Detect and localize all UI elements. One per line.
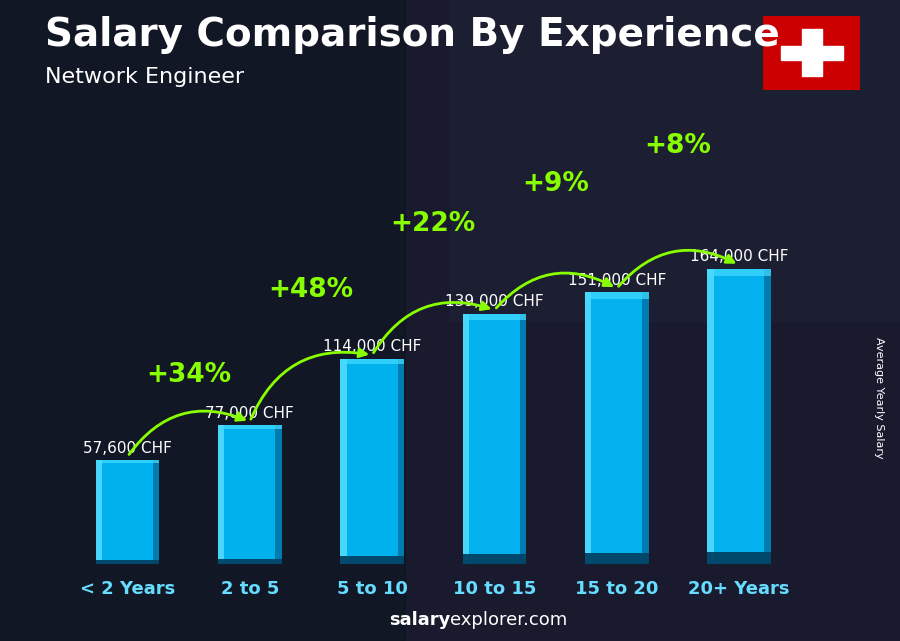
Bar <box>764 269 771 564</box>
Bar <box>340 359 346 564</box>
Bar <box>585 292 591 564</box>
Text: +48%: +48% <box>268 277 354 303</box>
Bar <box>340 556 404 564</box>
Text: 114,000 CHF: 114,000 CHF <box>323 339 421 354</box>
Text: Network Engineer: Network Engineer <box>45 67 244 87</box>
Bar <box>643 292 649 564</box>
Bar <box>585 292 649 299</box>
Bar <box>585 553 649 564</box>
Bar <box>450 0 900 320</box>
Bar <box>707 269 771 564</box>
Text: 164,000 CHF: 164,000 CHF <box>689 249 788 264</box>
Text: +9%: +9% <box>522 171 589 197</box>
Bar <box>780 46 843 60</box>
Text: Average Yearly Salary: Average Yearly Salary <box>874 337 884 458</box>
Text: +22%: +22% <box>391 210 476 237</box>
Bar <box>218 426 282 429</box>
Bar <box>520 313 526 564</box>
Bar <box>707 553 771 564</box>
Text: 139,000 CHF: 139,000 CHF <box>446 294 544 309</box>
Bar <box>218 558 282 564</box>
Bar <box>153 460 159 564</box>
Text: 77,000 CHF: 77,000 CHF <box>205 406 294 421</box>
Bar <box>398 359 404 564</box>
Text: salary: salary <box>389 612 450 629</box>
Bar <box>95 460 159 564</box>
Bar <box>707 269 714 564</box>
Bar <box>463 313 526 564</box>
Bar <box>0 0 405 641</box>
Bar <box>95 560 159 564</box>
Bar <box>463 313 526 320</box>
Text: 57,600 CHF: 57,600 CHF <box>83 441 172 456</box>
Text: +34%: +34% <box>146 362 231 388</box>
Bar <box>95 460 159 463</box>
Bar <box>802 29 822 76</box>
Bar <box>463 313 469 564</box>
Bar <box>340 359 404 364</box>
Text: explorer.com: explorer.com <box>450 612 567 629</box>
Bar <box>95 460 102 564</box>
Bar <box>585 292 649 564</box>
Bar <box>707 269 771 276</box>
Text: 151,000 CHF: 151,000 CHF <box>568 272 666 288</box>
Bar <box>218 426 282 564</box>
Text: Salary Comparison By Experience: Salary Comparison By Experience <box>45 16 779 54</box>
Bar <box>218 426 224 564</box>
Bar <box>340 359 404 564</box>
Bar <box>463 554 526 564</box>
Bar <box>275 426 282 564</box>
Text: +8%: +8% <box>644 133 711 159</box>
